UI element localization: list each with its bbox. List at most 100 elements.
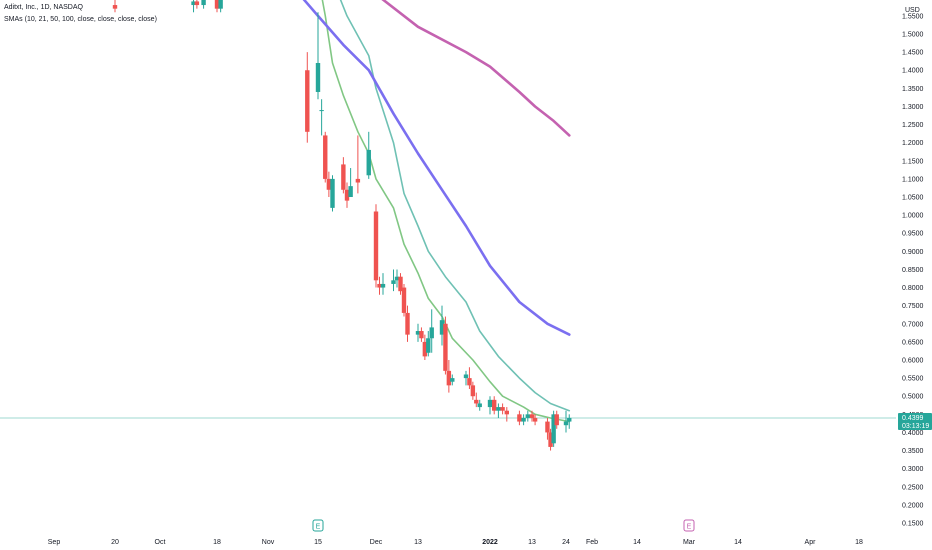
candle-body [467, 378, 472, 386]
y-tick-label: 0.6500 [902, 339, 924, 346]
y-tick-label: 0.1500 [902, 520, 924, 527]
x-tick-label: 14 [734, 539, 742, 546]
candle-body [517, 414, 522, 422]
candle-body [439, 320, 445, 335]
candle-body [525, 414, 530, 418]
candle-body [348, 186, 353, 198]
x-tick-label: 2022 [482, 539, 498, 546]
event-marker [312, 519, 324, 532]
candle-body [563, 421, 569, 426]
candle-body [450, 378, 455, 382]
y-tick-label: 1.2500 [902, 122, 924, 129]
candle-body [474, 399, 479, 404]
y-tick-label: 0.3000 [902, 466, 924, 473]
currency-label: USD [905, 7, 920, 14]
y-tick-label: 0.8000 [902, 285, 924, 292]
y-tick-label: 1.5000 [902, 32, 924, 39]
indicator-label: SMAs (10, 21, 50, 100, close, close, clo… [4, 16, 157, 23]
candle-body [443, 323, 448, 371]
candle-body [554, 414, 559, 426]
y-tick-label: 0.5500 [902, 376, 924, 383]
candle-body [470, 385, 476, 397]
candle-body [373, 211, 379, 281]
candle-body [446, 370, 452, 386]
y-tick-label: 0.7000 [902, 321, 924, 328]
x-tick-label: 15 [314, 539, 322, 546]
candle-body [194, 1, 200, 6]
candle-body [355, 178, 361, 183]
candle-body [529, 414, 535, 418]
last-price-value: 0.4399 [902, 415, 924, 422]
plot-area[interactable] [0, 0, 896, 451]
x-tick-label: 13 [528, 539, 536, 546]
candle-body [422, 341, 428, 357]
candle-body [319, 110, 324, 112]
candle-body [201, 0, 206, 6]
candle-body [315, 62, 321, 92]
y-tick-label: 0.2500 [902, 484, 924, 491]
candle-body [463, 374, 469, 379]
candle-body [366, 149, 371, 176]
candle-body [341, 164, 346, 190]
y-tick-label: 0.2000 [902, 502, 924, 509]
candle-body [214, 0, 220, 9]
y-tick-label: 1.5500 [902, 13, 924, 20]
candle-body [521, 417, 526, 422]
x-tick-label: 14 [633, 539, 641, 546]
x-tick-label: Oct [155, 539, 166, 546]
candle-body [419, 331, 424, 339]
candle-body [344, 189, 350, 201]
symbol-title: Aditxt, Inc., 1D, NASDAQ [4, 4, 83, 11]
x-tick-label: Apr [805, 539, 817, 546]
x-tick-label: 13 [414, 539, 422, 546]
y-tick-label: 1.2000 [902, 140, 924, 147]
y-tick-label: 0.7500 [902, 303, 924, 310]
candle-body [218, 0, 223, 9]
sma-line-sma21 [339, 0, 571, 412]
y-tick-label: 1.1000 [902, 176, 924, 183]
candle-body [500, 407, 505, 411]
event-marker-letter: E [316, 524, 321, 531]
y-tick-label: 0.6000 [902, 358, 924, 365]
x-tick-label: Dec [370, 539, 383, 546]
y-tick-label: 0.3500 [902, 448, 924, 455]
candle-body [401, 287, 407, 313]
x-tick-label: 24 [562, 539, 570, 546]
candle-body [112, 5, 118, 9]
candle-body [545, 421, 550, 433]
candle-body [305, 70, 310, 132]
time-axis [0, 534, 932, 550]
y-tick-label: 1.4500 [902, 50, 924, 57]
chart-legend: Aditxt, Inc., 1D, NASDAQ SMAs (10, 21, 5… [4, 2, 157, 26]
countdown-value: 03:13:19 [902, 423, 929, 430]
sma-line-sma10 [321, 0, 571, 423]
candle-body [496, 407, 501, 411]
y-tick-label: 0.9500 [902, 231, 924, 238]
y-tick-label: 0.9000 [902, 249, 924, 256]
candle-body [426, 338, 431, 353]
candle-body [377, 283, 382, 288]
candle-body [477, 403, 482, 408]
candle-body [492, 399, 497, 411]
candle-body [504, 410, 509, 415]
y-tick-label: 1.3500 [902, 86, 924, 93]
last-price-tag [898, 412, 932, 430]
x-tick-label: 20 [111, 539, 119, 546]
x-tick-label: 18 [213, 539, 221, 546]
candle-body [429, 327, 434, 339]
y-tick-label: 1.4000 [902, 68, 924, 75]
y-tick-label: 1.1500 [902, 158, 924, 165]
candle-body [326, 178, 332, 190]
x-tick-label: Nov [262, 539, 275, 546]
y-tick-label: 1.0500 [902, 195, 924, 202]
event-marker [683, 519, 695, 532]
y-tick-label: 0.5000 [902, 394, 924, 401]
y-tick-label: 0.8500 [902, 267, 924, 274]
x-tick-label: Feb [586, 539, 598, 546]
x-tick-label: Sep [48, 539, 61, 546]
y-tick-label: 1.3000 [902, 104, 924, 111]
sma-line-sma100 [381, 0, 571, 137]
event-marker-letter: E [687, 524, 692, 531]
candle-body [330, 178, 335, 208]
